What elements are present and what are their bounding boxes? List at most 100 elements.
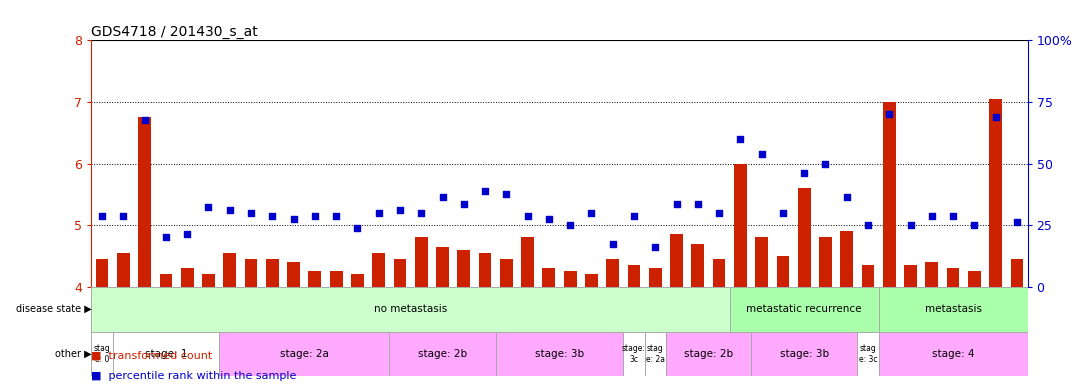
Bar: [904, 265, 917, 287]
Point: [455, 200, 472, 207]
Point: [519, 213, 536, 219]
Point: [732, 136, 749, 142]
Text: stage: 3b: stage: 3b: [780, 349, 829, 359]
Point: [647, 243, 664, 250]
Bar: [113, 331, 220, 376]
Point: [242, 210, 259, 216]
Bar: [840, 231, 853, 287]
Point: [434, 194, 451, 200]
Point: [668, 200, 685, 207]
Bar: [351, 275, 364, 287]
Point: [902, 222, 919, 228]
Text: disease state ▶: disease state ▶: [16, 304, 91, 314]
Bar: [266, 259, 279, 287]
Point: [307, 213, 324, 219]
Text: stage: 2a: stage: 2a: [280, 349, 328, 359]
Bar: [181, 268, 194, 287]
Bar: [309, 271, 322, 287]
Bar: [138, 118, 151, 287]
Text: stag
e: 2a: stag e: 2a: [646, 344, 665, 364]
Point: [923, 213, 940, 219]
Bar: [777, 256, 790, 287]
Text: other ▶: other ▶: [55, 349, 91, 359]
Bar: [244, 259, 257, 287]
Bar: [500, 259, 512, 287]
Bar: [645, 331, 666, 376]
Bar: [858, 331, 879, 376]
Point: [838, 194, 855, 200]
Point: [795, 170, 812, 176]
Bar: [755, 237, 768, 287]
Point: [710, 210, 727, 216]
Bar: [457, 250, 470, 287]
Text: ■  transformed count: ■ transformed count: [91, 350, 213, 360]
Point: [327, 213, 344, 219]
Bar: [670, 234, 683, 287]
Bar: [159, 275, 172, 287]
Text: no metastasis: no metastasis: [374, 304, 448, 314]
Text: stage: 2b: stage: 2b: [684, 349, 733, 359]
Bar: [390, 331, 496, 376]
Bar: [819, 237, 832, 287]
Bar: [879, 287, 1028, 331]
Bar: [925, 262, 938, 287]
Bar: [496, 331, 623, 376]
Bar: [692, 243, 704, 287]
Point: [264, 213, 281, 219]
Point: [179, 231, 196, 237]
Bar: [649, 268, 662, 287]
Point: [157, 234, 174, 240]
Text: metastatic recurrence: metastatic recurrence: [747, 304, 862, 314]
Point: [987, 114, 1004, 121]
Point: [477, 188, 494, 194]
Bar: [220, 331, 390, 376]
Text: ■  percentile rank within the sample: ■ percentile rank within the sample: [91, 371, 297, 381]
Bar: [879, 331, 1028, 376]
Bar: [564, 271, 577, 287]
Text: stag
e: 0: stag e: 0: [94, 344, 111, 364]
Point: [412, 210, 429, 216]
Bar: [734, 164, 747, 287]
Bar: [862, 265, 875, 287]
Bar: [1010, 259, 1023, 287]
Point: [583, 210, 600, 216]
Bar: [117, 253, 130, 287]
Text: GDS4718 / 201430_s_at: GDS4718 / 201430_s_at: [91, 25, 258, 39]
Bar: [606, 259, 619, 287]
Bar: [666, 331, 751, 376]
Point: [1008, 219, 1025, 225]
Bar: [521, 237, 534, 287]
Bar: [883, 102, 895, 287]
Bar: [712, 259, 725, 287]
Point: [370, 210, 387, 216]
Point: [349, 225, 366, 231]
Point: [562, 222, 579, 228]
Bar: [989, 99, 1002, 287]
Bar: [947, 268, 960, 287]
Point: [880, 111, 897, 118]
Bar: [91, 287, 730, 331]
Bar: [91, 331, 113, 376]
Bar: [479, 253, 492, 287]
Text: stage: 1: stage: 1: [144, 349, 187, 359]
Bar: [96, 259, 109, 287]
Bar: [329, 271, 342, 287]
Bar: [436, 247, 449, 287]
Bar: [415, 237, 427, 287]
Point: [753, 151, 770, 157]
Bar: [797, 188, 810, 287]
Point: [775, 210, 792, 216]
Bar: [627, 265, 640, 287]
Bar: [372, 253, 385, 287]
Point: [285, 216, 302, 222]
Point: [94, 213, 111, 219]
Point: [222, 207, 239, 213]
Point: [498, 191, 515, 197]
Bar: [623, 331, 645, 376]
Bar: [585, 275, 598, 287]
Bar: [751, 331, 858, 376]
Point: [966, 222, 983, 228]
Point: [392, 207, 409, 213]
Point: [860, 222, 877, 228]
Bar: [394, 259, 407, 287]
